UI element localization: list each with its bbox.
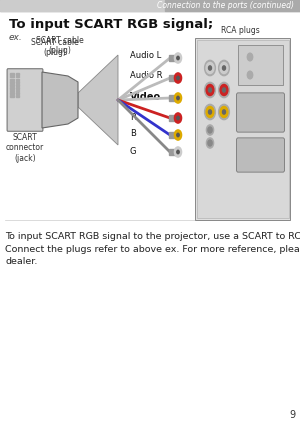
Circle shape	[208, 127, 212, 133]
Bar	[11, 89, 14, 91]
Bar	[11, 95, 14, 97]
Bar	[11, 87, 14, 89]
Bar	[16, 84, 19, 86]
Circle shape	[247, 53, 253, 61]
Circle shape	[208, 66, 211, 70]
Circle shape	[220, 106, 228, 118]
FancyBboxPatch shape	[7, 69, 43, 131]
Circle shape	[220, 63, 228, 74]
Circle shape	[174, 113, 182, 123]
FancyBboxPatch shape	[236, 138, 284, 172]
Circle shape	[247, 71, 253, 79]
Text: B: B	[130, 130, 136, 138]
Text: Audio L: Audio L	[130, 51, 161, 60]
Circle shape	[177, 76, 179, 80]
Circle shape	[208, 110, 211, 114]
Bar	[169, 149, 176, 155]
Circle shape	[206, 63, 214, 74]
Bar	[16, 87, 19, 89]
Circle shape	[177, 116, 179, 120]
Bar	[16, 89, 19, 91]
FancyBboxPatch shape	[238, 45, 283, 85]
Text: Connection to the ports (continued): Connection to the ports (continued)	[157, 1, 294, 10]
Circle shape	[206, 106, 214, 118]
Circle shape	[208, 88, 211, 92]
Circle shape	[208, 140, 212, 146]
Text: Audio R: Audio R	[130, 72, 163, 81]
Bar	[16, 73, 19, 75]
Bar	[0, 0, 165, 11]
Bar	[16, 78, 19, 80]
Circle shape	[174, 130, 182, 140]
Circle shape	[205, 82, 215, 98]
Bar	[11, 76, 14, 78]
Circle shape	[174, 53, 182, 63]
Circle shape	[205, 104, 215, 120]
Circle shape	[219, 82, 230, 98]
Text: To input SCART RGB signal;: To input SCART RGB signal;	[9, 18, 213, 31]
Bar	[16, 76, 19, 78]
Polygon shape	[42, 72, 78, 128]
Bar	[169, 75, 176, 81]
Text: R: R	[130, 112, 136, 121]
Text: ex.: ex.	[9, 33, 23, 42]
Bar	[11, 81, 14, 83]
Circle shape	[219, 60, 230, 76]
Circle shape	[177, 150, 179, 154]
Circle shape	[177, 133, 179, 137]
Circle shape	[206, 125, 214, 135]
Circle shape	[174, 93, 182, 103]
Circle shape	[223, 66, 226, 70]
Bar	[169, 95, 176, 101]
Circle shape	[206, 138, 214, 148]
Text: To input SCART RGB signal to the projector, use a SCART to RCA cable.
Connect th: To input SCART RGB signal to the project…	[5, 232, 300, 266]
Circle shape	[174, 147, 182, 157]
Bar	[195, 38, 290, 220]
Bar	[165, 0, 300, 11]
Text: Video: Video	[130, 92, 161, 102]
Text: 9: 9	[289, 410, 295, 420]
Bar	[11, 92, 14, 94]
FancyBboxPatch shape	[236, 93, 284, 132]
Bar	[196, 40, 289, 218]
Text: G: G	[130, 147, 136, 155]
Bar	[11, 84, 14, 86]
Bar	[16, 92, 19, 94]
Circle shape	[223, 88, 226, 92]
Text: SCART cable
(plug): SCART cable (plug)	[31, 38, 79, 58]
Text: SCART
connector
(jack): SCART connector (jack)	[6, 133, 44, 163]
Circle shape	[174, 73, 182, 83]
Circle shape	[220, 84, 228, 95]
Bar	[16, 81, 19, 83]
Circle shape	[206, 84, 214, 95]
Circle shape	[177, 96, 179, 100]
Bar	[169, 132, 176, 138]
Text: RCA plugs: RCA plugs	[220, 26, 260, 35]
Bar	[169, 55, 176, 61]
Bar	[11, 78, 14, 80]
Text: SCART cable
(plug): SCART cable (plug)	[36, 36, 84, 55]
Bar	[16, 95, 19, 97]
Circle shape	[219, 104, 230, 120]
Circle shape	[177, 56, 179, 60]
Bar	[11, 73, 14, 75]
Bar	[169, 115, 176, 121]
Bar	[0, 0, 300, 11]
Circle shape	[205, 60, 215, 76]
Circle shape	[223, 110, 226, 114]
Polygon shape	[78, 55, 118, 145]
